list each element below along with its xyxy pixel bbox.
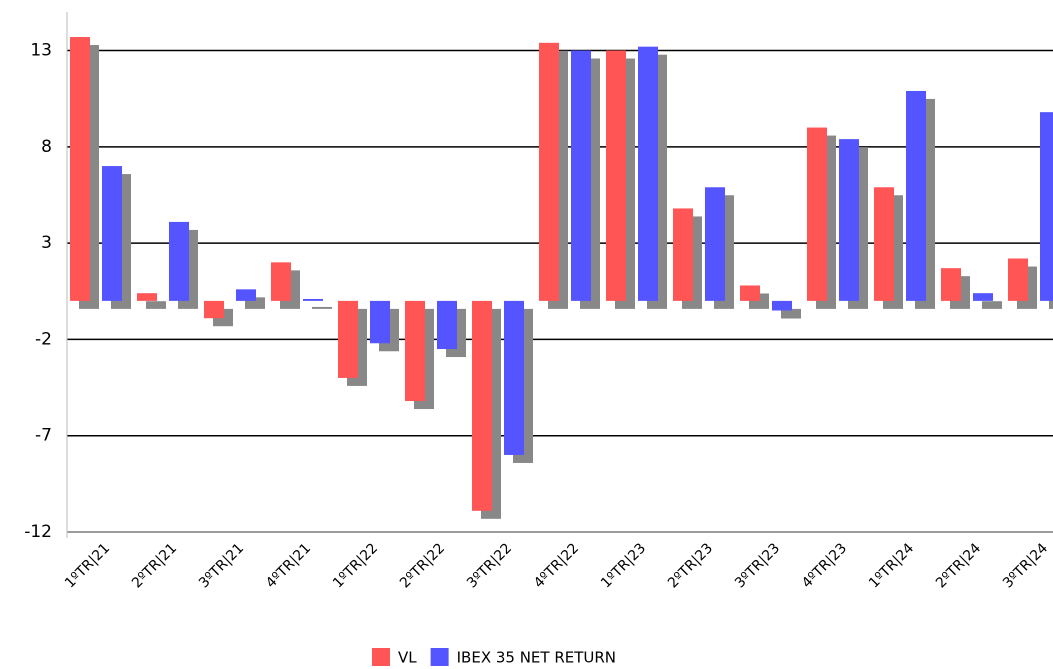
x-tick-label: 2ºTR|21 [129, 540, 180, 591]
bar [941, 268, 961, 301]
bar [539, 42, 559, 301]
bar [70, 37, 90, 301]
bar [405, 300, 425, 402]
bar [973, 293, 993, 301]
bar-shadow [245, 297, 265, 309]
x-tick-label: 2ºTR|22 [397, 540, 448, 591]
y-tick-label: -7 [35, 426, 52, 446]
bar [1008, 258, 1028, 301]
bar [906, 90, 926, 301]
bar [338, 300, 358, 378]
x-tick-label: 4ºTR|23 [799, 540, 850, 591]
x-tick-label: 1ºTR|24 [866, 540, 917, 591]
legend-swatch [372, 648, 390, 666]
x-tick-label: 2ºTR|24 [933, 540, 984, 591]
y-tick-label: 3 [41, 233, 52, 253]
bar-shadow [982, 301, 1002, 309]
bar [606, 50, 626, 301]
bar [236, 289, 256, 301]
bar [472, 300, 492, 511]
bar [673, 208, 693, 301]
bar-shadow [312, 306, 332, 309]
bar [839, 139, 859, 301]
x-tick-label: 3ºTR|24 [1000, 540, 1051, 591]
bar [169, 221, 189, 301]
bar [102, 166, 122, 301]
bar [807, 127, 827, 301]
x-tick-label: 4ºTR|21 [263, 540, 314, 591]
legend-label: VL [398, 649, 417, 667]
legend-swatch [430, 648, 449, 666]
bar [204, 300, 224, 319]
y-tick-label: -12 [24, 522, 52, 542]
bar [437, 300, 457, 350]
bar [137, 293, 157, 301]
x-tick-label: 3ºTR|21 [196, 540, 247, 591]
x-tick-label: 1ºTR|23 [598, 540, 649, 591]
bar [740, 285, 760, 301]
y-tick-label: 8 [41, 137, 52, 157]
bar [571, 50, 591, 301]
x-tick-label: 1ºTR|21 [62, 540, 113, 591]
bar [303, 298, 323, 301]
bar [271, 262, 291, 301]
x-tick-label: 2ºTR|23 [665, 540, 716, 591]
bar [504, 300, 524, 455]
x-tick-label: 3ºTR|23 [732, 540, 783, 591]
bar [638, 46, 658, 301]
bar [874, 187, 894, 301]
x-tick-label: 4ºTR|22 [531, 540, 582, 591]
x-tick-label: 3ºTR|22 [464, 540, 515, 591]
bar [705, 187, 725, 301]
y-tick-label: 13 [30, 41, 52, 61]
bar-shadow [146, 301, 166, 309]
bar [370, 300, 390, 344]
x-tick-label: 1ºTR|22 [330, 540, 381, 591]
legend-label: IBEX 35 NET RETURN [457, 649, 616, 667]
y-tick-label: -2 [35, 329, 52, 349]
bar [1040, 112, 1053, 301]
bar-shadow [781, 308, 801, 319]
bar [772, 300, 792, 311]
